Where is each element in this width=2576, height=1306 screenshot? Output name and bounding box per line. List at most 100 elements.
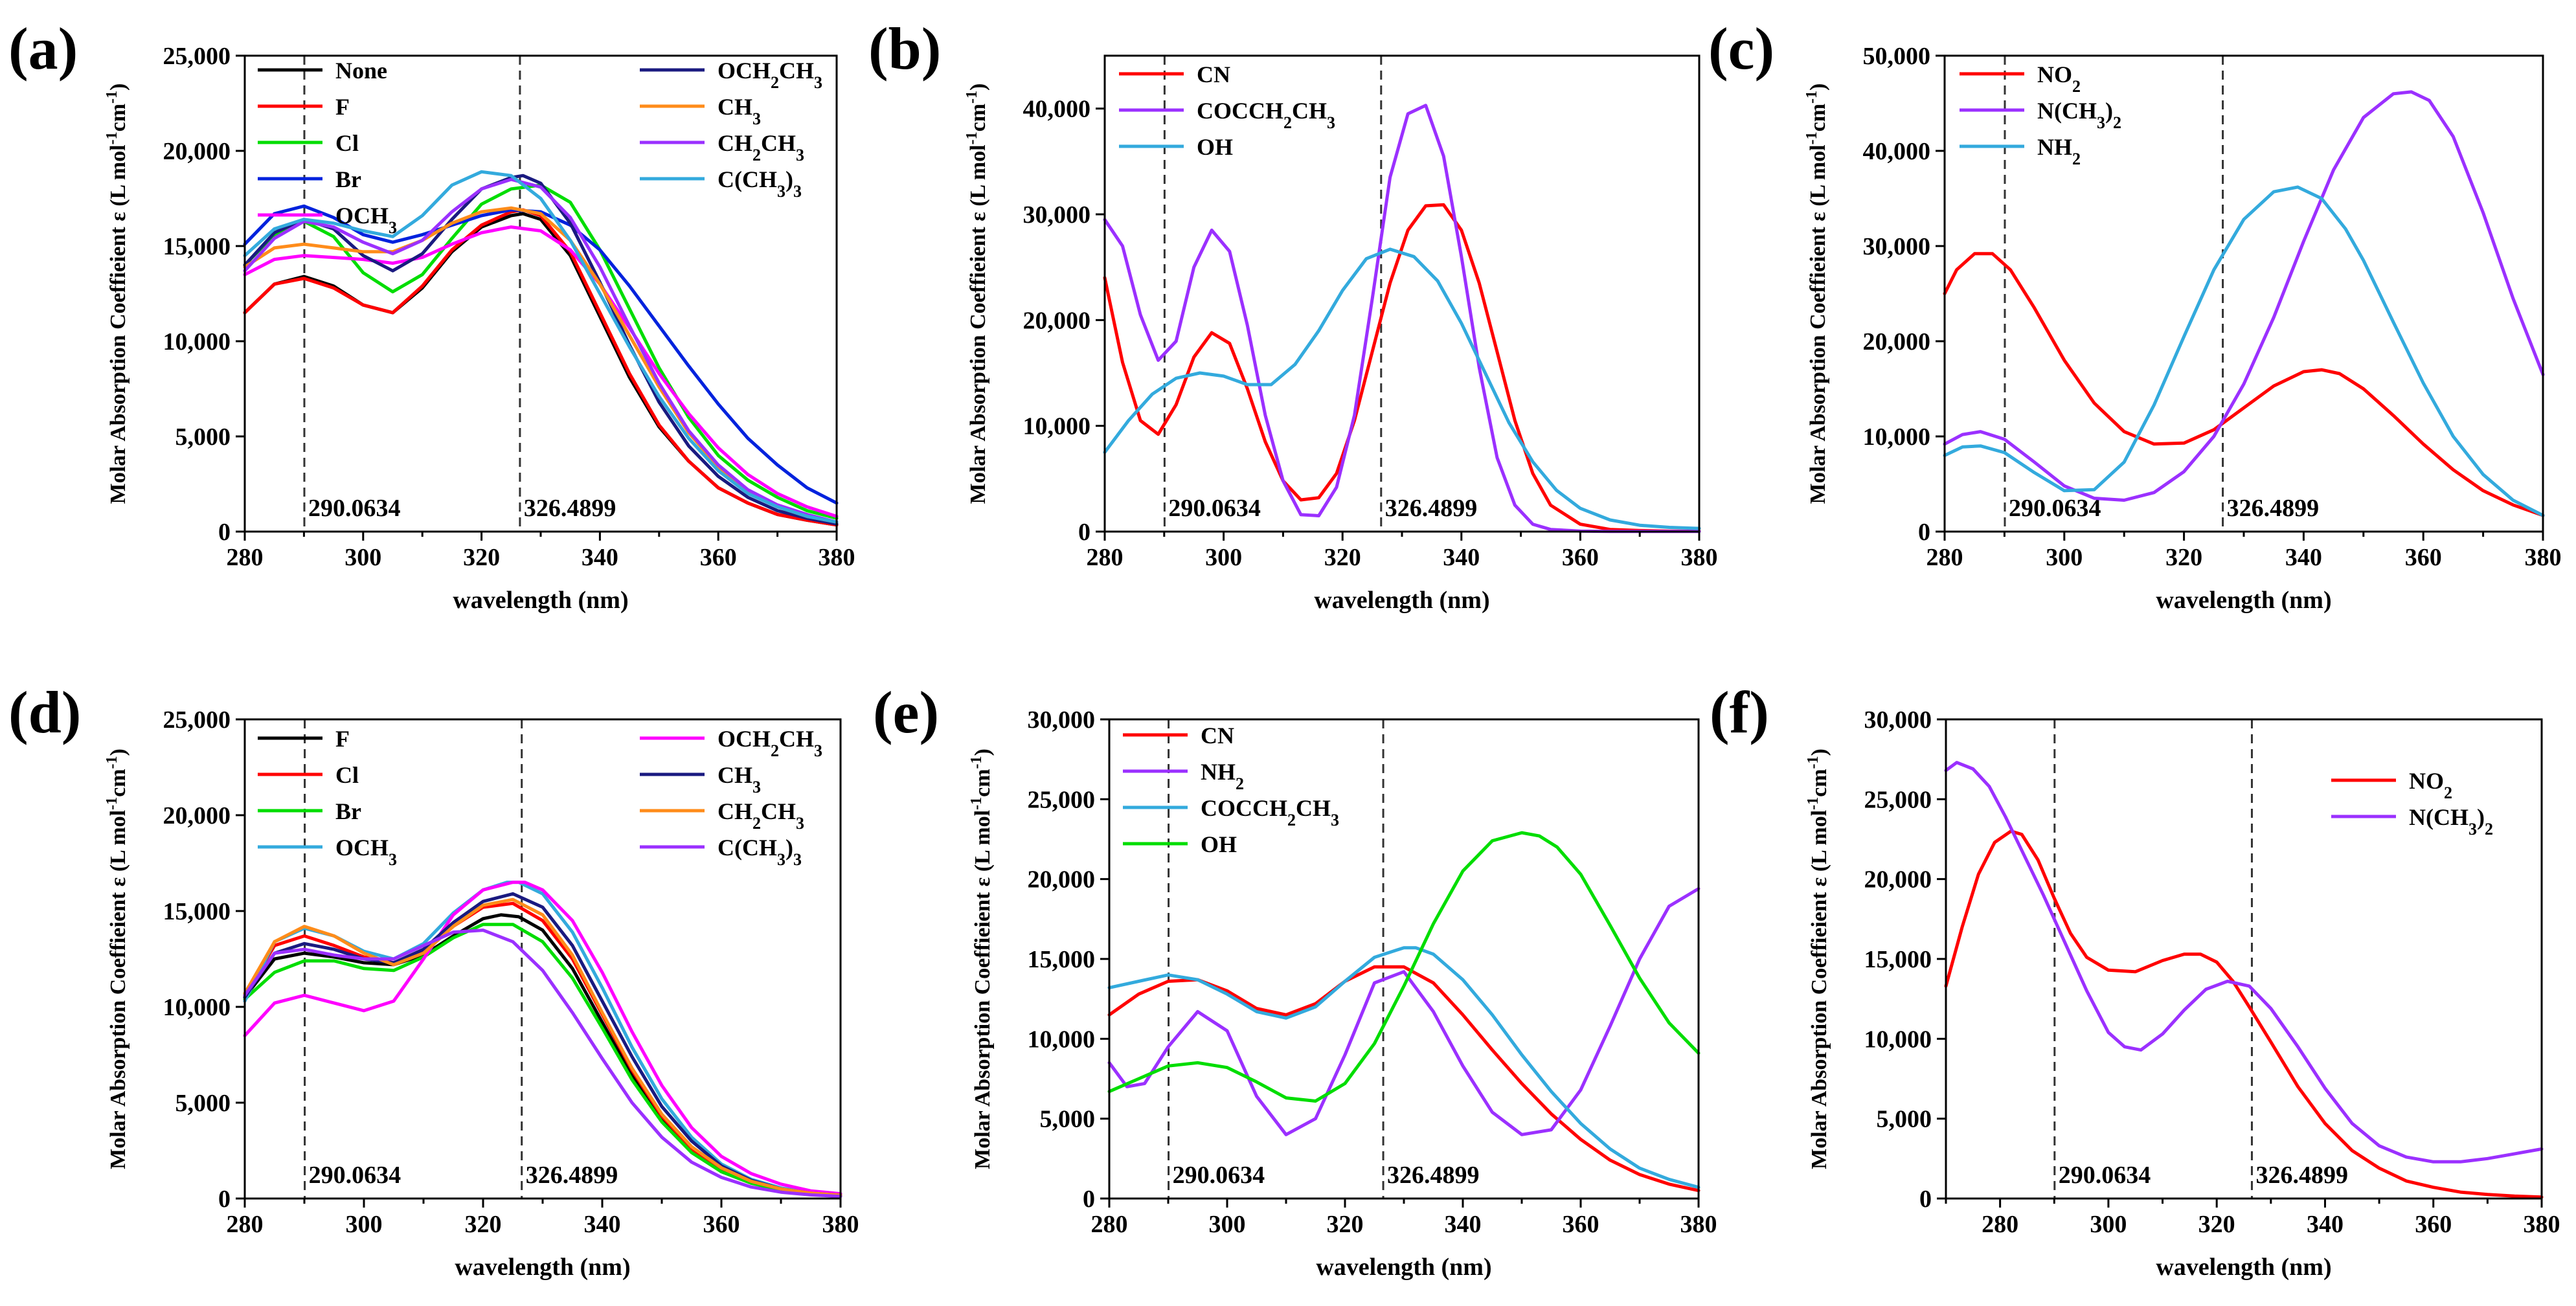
series-line-1 [243, 913, 842, 1198]
legend-label: COCCH2​CH3​ [1201, 795, 1339, 829]
x-tick-label: 280 [1087, 544, 1124, 571]
x-axis-title: wavelength (nm) [2156, 1254, 2331, 1281]
reference-line-2-label: 326.4899 [526, 1162, 618, 1189]
series-line-3 [1103, 247, 1701, 530]
series-line-9 [243, 170, 839, 524]
x-tick-label: 380 [2525, 544, 2562, 571]
x-tick-label: 300 [2046, 544, 2083, 571]
y-axis-title: Molar Absorption Coeffieient ε (L mol-1c… [104, 84, 130, 504]
reference-line-2-label: 326.4899 [1387, 1162, 1480, 1189]
series-line-8 [243, 929, 842, 1199]
series-line-5 [243, 881, 842, 1196]
y-axis-title: Molar Absorption Coeffieient ε (L mol-1c… [104, 749, 130, 1169]
x-tick-label: 360 [2405, 544, 2442, 571]
y-tick-label: 15,000 [163, 233, 231, 260]
legend-label: Br [335, 798, 361, 824]
panel-letter: (d) [8, 679, 81, 745]
x-tick-label: 280 [1926, 544, 1963, 571]
x-tick-label: 340 [584, 1211, 621, 1238]
y-tick-label: 15,000 [1864, 946, 1932, 973]
legend-label: NO2​ [2037, 62, 2081, 96]
y-tick-label: 30,000 [1028, 706, 1096, 734]
legend-label: OCH3​ [335, 835, 397, 869]
series-line-7 [243, 897, 842, 1197]
legend-label: Cl [335, 130, 359, 156]
y-tick-label: 5,000 [175, 423, 231, 451]
x-tick-label: 320 [463, 544, 500, 571]
legend-label: COCCH2​CH3​ [1197, 98, 1335, 132]
panel-letter: (f) [1710, 679, 1769, 745]
y-tick-label: 0 [1918, 519, 1930, 546]
plot-frame [1945, 718, 2543, 1200]
series-line-3 [1943, 185, 2545, 517]
series-line-5 [243, 225, 839, 518]
series-line-2 [243, 901, 842, 1198]
chart-panel-b: (b) 290.0634 326.4899 280 300 320 340 360 380 0 10… [868, 16, 1718, 614]
legend-label: NO2​ [2409, 768, 2452, 802]
x-tick-label: 300 [345, 544, 381, 571]
y-tick-label: 5,000 [175, 1090, 231, 1117]
reference-line-2-label: 326.4899 [2255, 1162, 2348, 1189]
x-axis-title: wavelength (nm) [453, 587, 628, 614]
series-line-1 [1943, 252, 2545, 517]
x-tick-label: 380 [1681, 544, 1718, 571]
legend-label: Br [335, 166, 361, 192]
reference-line-1-label: 290.0634 [2059, 1162, 2151, 1189]
y-tick-label: 30,000 [1864, 706, 1932, 734]
y-tick-label: 10,000 [163, 994, 231, 1021]
series-line-1 [1107, 965, 1700, 1193]
legend-label: C(CH3​)3​ [717, 835, 802, 869]
series-line-2 [1943, 90, 2545, 502]
legend-label: NH2​ [1201, 759, 1244, 793]
y-tick-label: 20,000 [1028, 866, 1096, 894]
panel-letter: (e) [873, 679, 939, 745]
y-tick-label: 5,000 [1877, 1106, 1932, 1133]
legend-label: Cl [335, 762, 359, 788]
y-tick-label: 10,000 [163, 328, 231, 355]
legend-label: OCH2​CH3​ [717, 58, 822, 92]
x-tick-label: 320 [2198, 1211, 2235, 1238]
y-tick-label: 0 [218, 519, 231, 546]
x-tick-label: 280 [1982, 1211, 2018, 1238]
y-tick-label: 0 [218, 1186, 231, 1213]
x-tick-label: 340 [2307, 1211, 2344, 1238]
y-axis-title: Molar Absorption Coeffieient ε (L mol-1c… [1805, 749, 1831, 1169]
x-axis-title: wavelength (nm) [1314, 587, 1489, 614]
reference-line-1-label: 290.0634 [308, 495, 401, 522]
series-line-6 [243, 892, 842, 1197]
chart-panel-e: (e) 290.0634 326.4899 280 300 320 340 360 380 0 5,… [873, 679, 1717, 1281]
y-tick-label: 0 [1083, 1186, 1095, 1213]
y-tick-label: 10,000 [1863, 423, 1931, 451]
x-tick-label: 320 [2165, 544, 2202, 571]
x-tick-label: 340 [1443, 544, 1480, 571]
legend-label: F [335, 94, 350, 120]
series-line-8 [243, 177, 839, 524]
plot-frame [243, 54, 838, 533]
legend-label: C(CH3​)3​ [717, 166, 802, 201]
series-line-2 [1103, 104, 1701, 534]
legend-label: CN [1201, 723, 1234, 749]
y-tick-label: 20,000 [1023, 307, 1091, 334]
legend-label: F [335, 726, 350, 752]
plot-frame [243, 718, 842, 1200]
series-line-2 [1107, 887, 1700, 1136]
y-axis-title: Molar Absorption Coeffieient ε (L mol-1c… [1803, 84, 1830, 504]
x-tick-label: 380 [1680, 1211, 1717, 1238]
x-tick-label: 360 [700, 544, 737, 571]
legend-label: OH [1201, 831, 1237, 857]
x-axis-title: wavelength (nm) [1316, 1254, 1491, 1281]
x-tick-label: 380 [822, 1211, 859, 1238]
plot-frame [1108, 718, 1700, 1200]
x-tick-label: 380 [2524, 1211, 2560, 1238]
y-tick-label: 25,000 [1864, 786, 1932, 813]
series-line-6 [243, 174, 839, 526]
x-tick-label: 320 [1324, 544, 1361, 571]
y-tick-label: 0 [1919, 1186, 1932, 1213]
x-tick-label: 340 [582, 544, 618, 571]
x-tick-label: 360 [1563, 1211, 1599, 1238]
x-axis-title: wavelength (nm) [455, 1254, 630, 1281]
series-line-2 [1944, 761, 2544, 1164]
y-tick-label: 20,000 [1864, 866, 1932, 894]
y-axis-title: Molar Absorption Coeffieient ε (L mol-1c… [964, 84, 990, 504]
